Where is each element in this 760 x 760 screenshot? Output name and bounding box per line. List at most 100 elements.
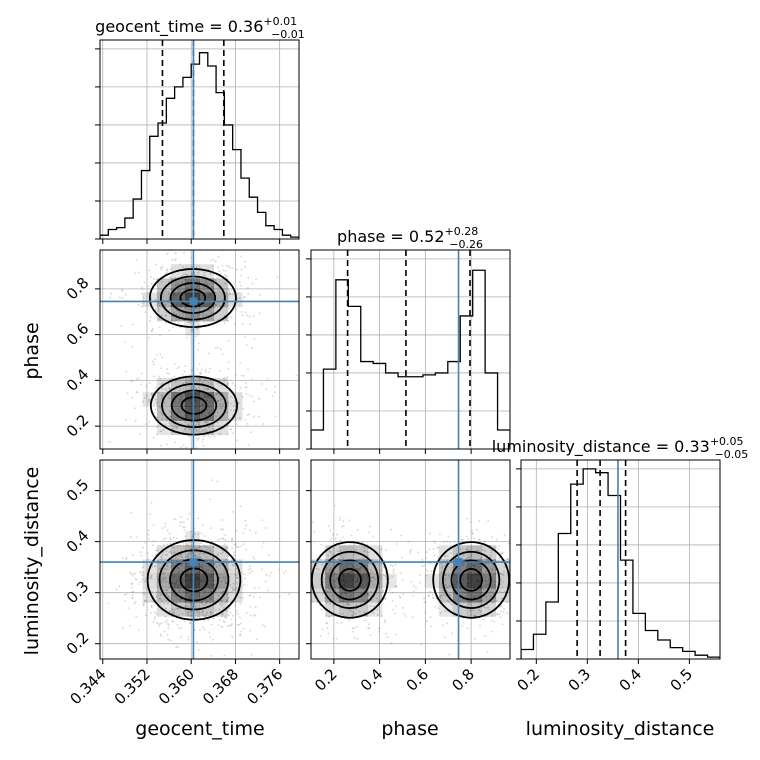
sample-point	[228, 307, 230, 310]
sample-point	[240, 630, 243, 633]
sample-point	[148, 269, 151, 272]
sample-point	[263, 625, 266, 628]
sample-point	[154, 308, 157, 311]
sample-point	[203, 387, 206, 390]
sample-point	[196, 327, 199, 330]
sample-point	[155, 386, 157, 389]
sample-point	[150, 501, 153, 504]
sample-point	[177, 570, 180, 573]
sample-point	[252, 595, 255, 598]
sample-point	[216, 421, 219, 424]
sample-point	[227, 401, 229, 403]
sample-point	[222, 403, 224, 406]
sample-point	[228, 293, 231, 295]
sample-point	[172, 536, 175, 539]
sample-point	[165, 418, 168, 421]
sample-point	[199, 371, 202, 374]
sample-point	[222, 537, 225, 540]
sample-point	[195, 437, 198, 440]
sample-point	[190, 602, 193, 605]
sample-point	[230, 559, 233, 562]
sample-point	[189, 622, 192, 625]
sample-point	[239, 281, 241, 284]
sample-point	[168, 551, 171, 554]
sample-point	[187, 555, 190, 558]
sample-point	[325, 614, 328, 617]
sample-point	[238, 296, 241, 299]
sample-point	[492, 580, 494, 583]
sample-point	[164, 314, 167, 317]
sample-point	[146, 552, 149, 555]
sample-point	[197, 342, 200, 345]
sample-point	[159, 623, 161, 625]
sample-point	[167, 596, 169, 598]
sample-point	[465, 599, 468, 602]
sample-point	[444, 583, 447, 586]
sample-point	[514, 549, 516, 551]
sample-point	[385, 549, 387, 552]
sample-point	[144, 599, 147, 602]
xtick-label: 0.3	[565, 665, 595, 695]
sample-point	[137, 271, 140, 274]
sample-point	[239, 634, 242, 637]
sample-point	[369, 569, 372, 571]
sample-point	[174, 259, 176, 262]
sample-point	[187, 638, 190, 641]
sample-point	[134, 407, 136, 410]
sample-point	[247, 443, 250, 446]
sample-point	[370, 580, 373, 582]
sample-point	[169, 308, 172, 311]
sample-point	[248, 315, 251, 318]
sample-point	[384, 597, 387, 600]
sample-point	[220, 272, 222, 275]
density-cell	[467, 573, 482, 589]
sample-point	[186, 274, 189, 276]
sample-point	[143, 601, 145, 604]
sample-point	[224, 319, 227, 321]
panel-frame	[310, 249, 511, 450]
sample-point	[462, 539, 464, 541]
sample-point	[148, 400, 150, 403]
sample-point	[166, 633, 169, 636]
sample-point	[447, 586, 450, 588]
sample-point	[221, 240, 223, 242]
sample-point	[468, 603, 471, 606]
sample-point	[207, 371, 210, 374]
sample-point	[352, 611, 355, 613]
sample-point	[144, 541, 147, 544]
sample-point	[216, 554, 219, 557]
xtick-label: 0.2	[311, 665, 341, 695]
sample-point	[179, 600, 181, 603]
sample-point	[327, 558, 330, 561]
sample-point	[170, 566, 173, 568]
sample-point	[394, 612, 396, 615]
sample-point	[183, 428, 186, 431]
sample-point	[326, 626, 329, 629]
sample-point	[342, 557, 345, 559]
sample-point	[156, 575, 159, 577]
sample-point	[166, 443, 168, 446]
sample-point	[502, 610, 505, 613]
sample-point	[181, 266, 184, 268]
sample-point	[140, 292, 143, 295]
sample-point	[154, 564, 157, 567]
sample-point	[160, 383, 163, 385]
density-cell	[185, 392, 200, 407]
sample-point	[172, 620, 175, 623]
sample-point	[319, 635, 322, 637]
sample-point	[444, 636, 447, 639]
sample-point	[253, 587, 256, 590]
sample-point	[174, 257, 177, 260]
sample-point	[244, 386, 247, 389]
sample-point	[168, 276, 171, 279]
sample-point	[201, 595, 204, 598]
sample-point	[219, 537, 222, 540]
sample-point	[503, 565, 506, 568]
sample-point	[363, 611, 366, 614]
contour-line	[169, 282, 218, 422]
sample-point	[139, 433, 141, 435]
sample-point	[173, 608, 176, 611]
density-cell	[185, 264, 200, 279]
sample-point	[196, 439, 199, 441]
sample-point	[125, 593, 128, 595]
